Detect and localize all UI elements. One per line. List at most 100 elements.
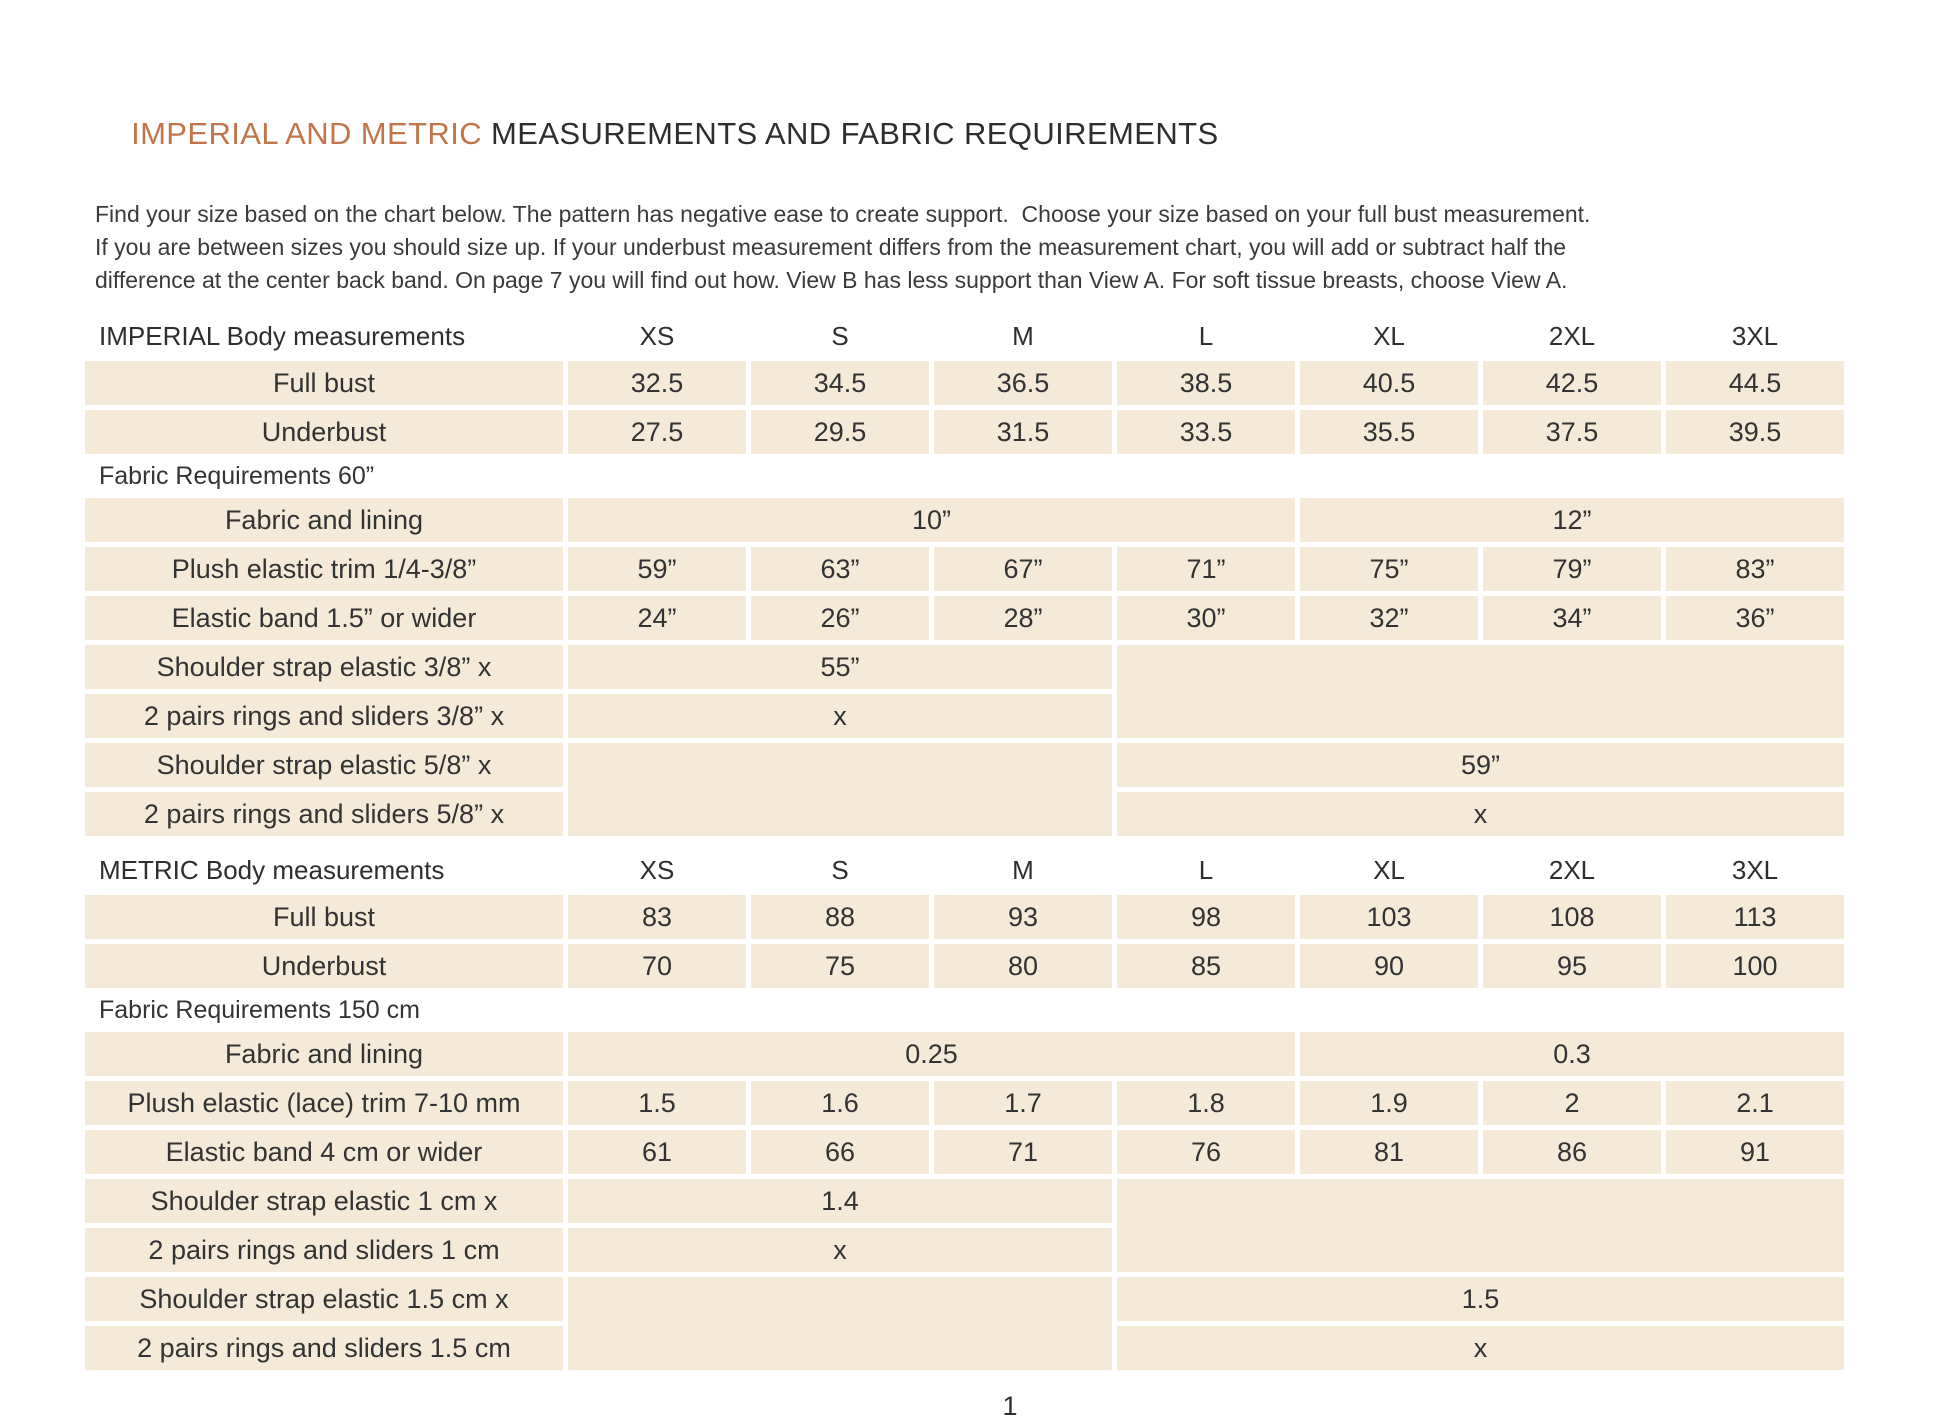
value-cell: 70 bbox=[568, 944, 746, 988]
value-cell: 32” bbox=[1300, 596, 1478, 640]
size-header-cell: L bbox=[1198, 320, 1214, 351]
value-cell: 1.5 bbox=[1117, 1277, 1844, 1321]
value-cell: 71 bbox=[934, 1130, 1112, 1174]
row-label-cell: Underbust bbox=[85, 410, 563, 454]
intro-line: difference at the center back band. On p… bbox=[95, 267, 1568, 293]
value-cell: 40.5 bbox=[1300, 361, 1478, 405]
table-row: 2 pairs rings and sliders 1 cm x bbox=[85, 1228, 1844, 1272]
value-cell: 1.9 bbox=[1300, 1081, 1478, 1125]
size-header-cell: XS bbox=[639, 320, 675, 351]
page-number: 1 bbox=[1002, 1391, 1018, 1421]
table-row: Underbust 70 75 80 85 90 95 100 bbox=[85, 944, 1844, 988]
table-row: Fabric Requirements 150 cm bbox=[85, 993, 1844, 1027]
value-cell: 38.5 bbox=[1117, 361, 1295, 405]
metric-measurements-table: METRIC Body measurements XS S M L XL 2XL 3XL Ful… bbox=[80, 845, 1849, 1375]
value-cell: 59” bbox=[568, 547, 746, 591]
page-title-rest: MEASUREMENTS AND FABRIC REQUIREMENTS bbox=[482, 116, 1219, 151]
value-cell: 0.25 bbox=[568, 1032, 1295, 1076]
value-cell: 67” bbox=[934, 547, 1112, 591]
metric-header-row: METRIC Body measurements XS S M L XL 2XL 3XL bbox=[85, 850, 1844, 890]
metric-header-label: METRIC Body measurements bbox=[99, 854, 445, 885]
value-cell bbox=[1117, 1179, 1844, 1272]
table-row: Plush elastic (lace) trim 7-10 mm 1.5 1.6 1… bbox=[85, 1081, 1844, 1125]
measurement-tables: IMPERIAL Body measurements XS S M L XL 2XL 3XL F… bbox=[80, 311, 1946, 1375]
table-row: 2 pairs rings and sliders 1.5 cm x bbox=[85, 1326, 1844, 1370]
intro-paragraph: Find your size based on the chart below.… bbox=[95, 198, 1946, 297]
value-cell: 31.5 bbox=[934, 410, 1112, 454]
value-cell: 36.5 bbox=[934, 361, 1112, 405]
size-header-cell: S bbox=[831, 854, 849, 885]
value-cell: 100 bbox=[1666, 944, 1844, 988]
value-cell: 91 bbox=[1666, 1130, 1844, 1174]
value-cell: 29.5 bbox=[751, 410, 929, 454]
size-header-cell: XL bbox=[1373, 854, 1405, 885]
value-cell: 75 bbox=[751, 944, 929, 988]
value-cell: x bbox=[1117, 792, 1844, 836]
value-cell: 93 bbox=[934, 895, 1112, 939]
value-cell: 36” bbox=[1666, 596, 1844, 640]
value-cell: 1.7 bbox=[934, 1081, 1112, 1125]
value-cell: x bbox=[568, 1228, 1112, 1272]
row-label-cell: Fabric and lining bbox=[85, 498, 563, 542]
value-cell: 59” bbox=[1117, 743, 1844, 787]
size-header-cell: M bbox=[1012, 854, 1034, 885]
table-row: Elastic band 4 cm or wider 61 66 71 76 81 86 91 bbox=[85, 1130, 1844, 1174]
table-row: 2 pairs rings and sliders 5/8” x x bbox=[85, 792, 1844, 836]
value-cell: 71” bbox=[1117, 547, 1295, 591]
value-cell: 42.5 bbox=[1483, 361, 1661, 405]
value-cell: 37.5 bbox=[1483, 410, 1661, 454]
size-header-cell: XL bbox=[1373, 320, 1405, 351]
value-cell: 90 bbox=[1300, 944, 1478, 988]
value-cell bbox=[1117, 645, 1844, 738]
value-cell: 2.1 bbox=[1666, 1081, 1844, 1125]
value-cell: x bbox=[1117, 1326, 1844, 1370]
value-cell: 88 bbox=[751, 895, 929, 939]
table-row: Elastic band 1.5” or wider 24” 26” 28” 30” 32… bbox=[85, 596, 1844, 640]
intro-line: If you are between sizes you should size… bbox=[95, 234, 1567, 260]
value-cell: 32.5 bbox=[568, 361, 746, 405]
value-cell: 61 bbox=[568, 1130, 746, 1174]
value-cell: 1.4 bbox=[568, 1179, 1112, 1223]
value-cell: 75” bbox=[1300, 547, 1478, 591]
table-row: Shoulder strap elastic 1.5 cm x 1.5 bbox=[85, 1277, 1844, 1370]
row-label-cell: Shoulder strap elastic 1.5 cm x bbox=[85, 1277, 563, 1321]
value-cell: x bbox=[568, 694, 1112, 738]
section-label: Fabric Requirements 150 cm bbox=[99, 995, 420, 1024]
size-header-cell: 2XL bbox=[1548, 320, 1596, 351]
value-cell: 1.8 bbox=[1117, 1081, 1295, 1125]
intro-line: Find your size based on the chart below.… bbox=[95, 201, 1591, 227]
table-row: Fabric and lining 10” 12” bbox=[85, 498, 1844, 542]
value-cell: 24” bbox=[568, 596, 746, 640]
value-cell: 34.5 bbox=[751, 361, 929, 405]
value-cell: 85 bbox=[1117, 944, 1295, 988]
value-cell: 35.5 bbox=[1300, 410, 1478, 454]
row-label-cell: Shoulder strap elastic 5/8” x bbox=[85, 743, 563, 787]
value-cell: 28” bbox=[934, 596, 1112, 640]
value-cell: 95 bbox=[1483, 944, 1661, 988]
value-cell: 63” bbox=[751, 547, 929, 591]
row-label-cell: Elastic band 1.5” or wider bbox=[85, 596, 563, 640]
value-cell: 66 bbox=[751, 1130, 929, 1174]
value-cell: 79” bbox=[1483, 547, 1661, 591]
table-row: Full bust 83 88 93 98 103 108 113 bbox=[85, 895, 1844, 939]
value-cell: 34” bbox=[1483, 596, 1661, 640]
size-header-cell: 2XL bbox=[1548, 854, 1596, 885]
row-label-cell: Shoulder strap elastic 3/8” x bbox=[85, 645, 563, 689]
value-cell: 44.5 bbox=[1666, 361, 1844, 405]
value-cell: 39.5 bbox=[1666, 410, 1844, 454]
size-header-cell: 3XL bbox=[1731, 320, 1779, 351]
row-label-cell: Fabric and lining bbox=[85, 1032, 563, 1076]
row-label-cell: Elastic band 4 cm or wider bbox=[85, 1130, 563, 1174]
row-label-cell: 2 pairs rings and sliders 1.5 cm bbox=[85, 1326, 563, 1370]
size-header-cell: M bbox=[1012, 320, 1034, 351]
row-label-cell: Full bust bbox=[85, 895, 563, 939]
value-cell: 98 bbox=[1117, 895, 1295, 939]
value-cell: 30” bbox=[1117, 596, 1295, 640]
document-page: IMPERIAL AND METRIC MEASUREMENTS AND FAB… bbox=[80, 80, 1946, 1421]
value-cell: 26” bbox=[751, 596, 929, 640]
table-row: Underbust 27.5 29.5 31.5 33.5 35.5 37.5 39.5 bbox=[85, 410, 1844, 454]
imperial-measurements-table: IMPERIAL Body measurements XS S M L XL 2XL 3XL F… bbox=[80, 311, 1849, 841]
page-title: IMPERIAL AND METRIC MEASUREMENTS AND FAB… bbox=[95, 80, 1946, 188]
value-cell: 55” bbox=[568, 645, 1112, 689]
